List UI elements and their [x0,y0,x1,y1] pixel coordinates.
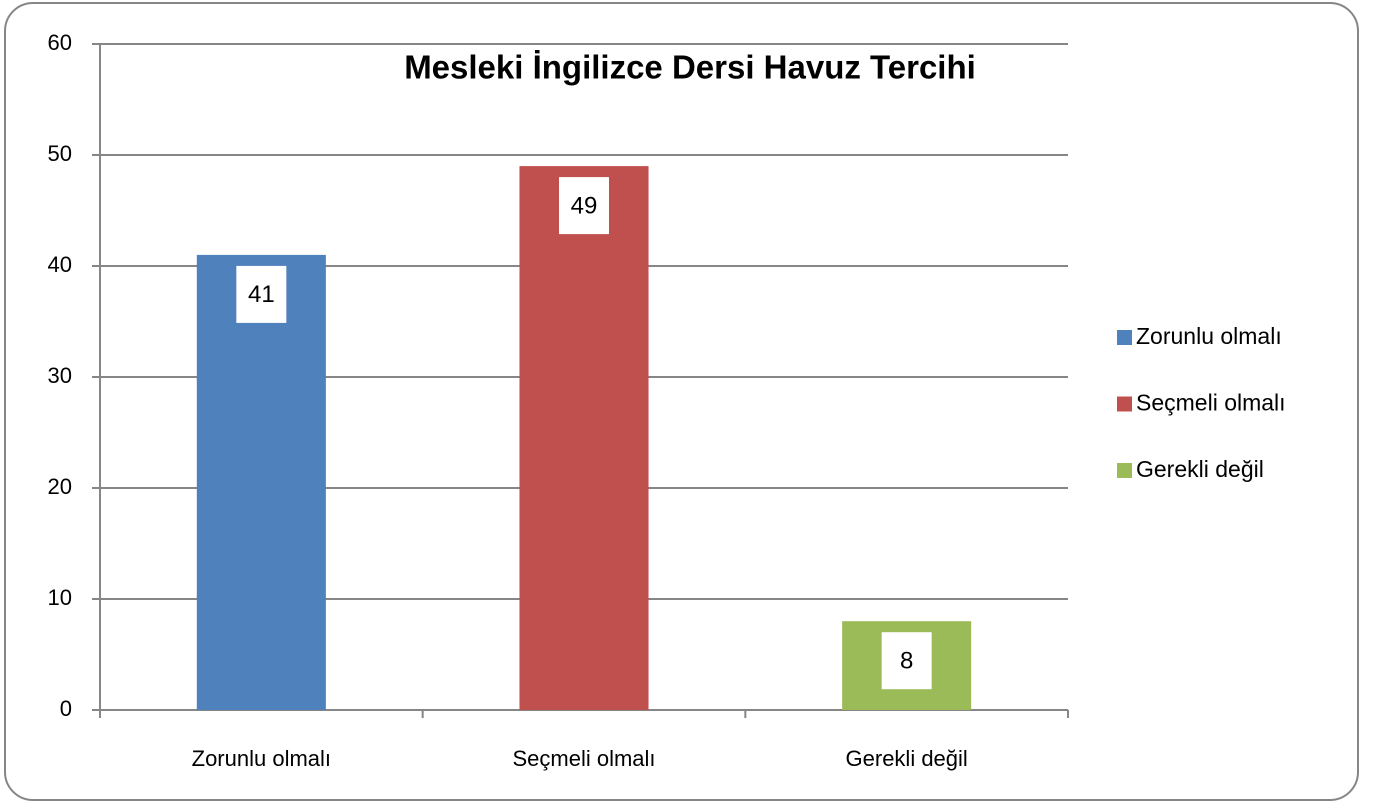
x-tick-label: Seçmeli olmalı [512,746,655,771]
data-label-box [881,632,932,690]
legend-label: Zorunlu olmalı [1136,323,1282,349]
legend-swatch [1117,330,1132,345]
bar [196,254,326,710]
x-tick-label: Gerekli değil [846,746,968,771]
chart-frame [4,2,1359,801]
x-tick-label: Zorunlu olmalı [192,746,331,771]
y-tick-label: 20 [48,474,72,499]
data-label-box [559,177,609,235]
y-tick-label: 50 [48,141,72,166]
legend-swatch [1117,396,1132,412]
data-label-box [236,265,287,323]
bar [519,166,649,711]
data-label: 41 [248,281,275,308]
data-label: 8 [900,648,913,675]
y-tick-label: 10 [48,585,72,610]
y-tick-label: 40 [48,252,72,277]
data-label: 49 [571,192,598,219]
legend-swatch [1117,463,1132,478]
y-tick-label: 30 [48,363,72,388]
legend-label: Gerekli değil [1136,456,1264,482]
legend-label: Seçmeli olmalı [1136,390,1286,416]
chart-title: Mesleki İngilizce Dersi Havuz Tercihi [404,49,976,86]
y-tick-label: 0 [60,696,72,721]
y-tick-label: 60 [48,30,72,55]
